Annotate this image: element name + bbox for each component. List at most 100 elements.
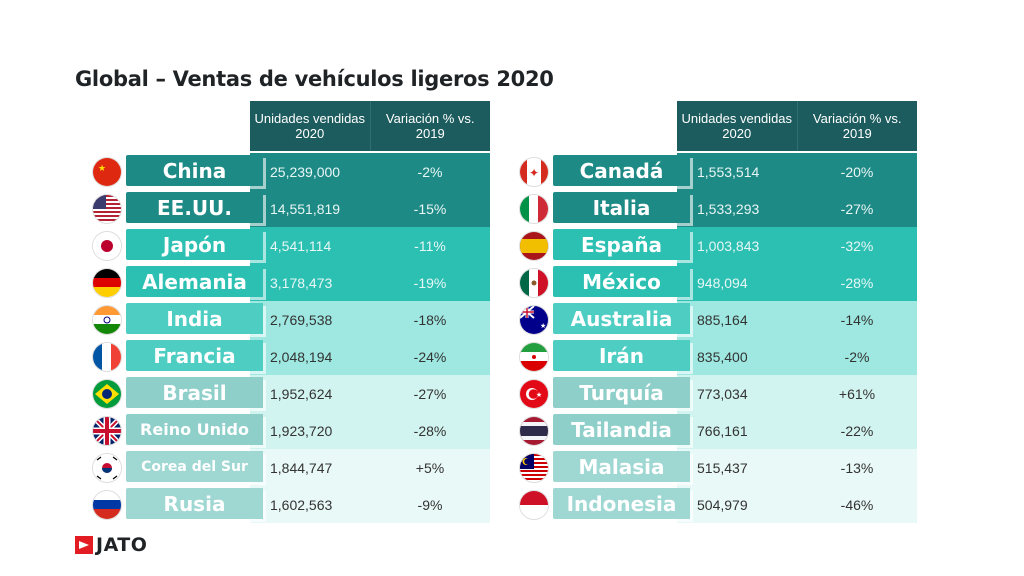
table-row: 4,541,114 -11% Japón <box>93 227 533 264</box>
units-value: 1,844,747 <box>270 459 333 476</box>
page-title: Global – Ventas de vehículos ligeros 202… <box>75 67 554 91</box>
table-row: 773,034 +61% ★ Turquía <box>520 375 960 412</box>
row-values: 3,178,473 -19% <box>250 264 490 301</box>
china-flag-icon: ★ <box>93 158 121 186</box>
variation-value: -19% <box>413 274 447 291</box>
table-header: Unidades vendidas 2020 Variación % vs. 2… <box>250 101 490 151</box>
table-row: 835,400 -2% Irán <box>520 338 960 375</box>
row-values: 1,844,747 +5% <box>250 449 490 486</box>
country-label-malasia: Malasia <box>553 451 690 482</box>
units-value: 1,533,293 <box>697 200 760 217</box>
country-label-francia: Francia <box>126 340 263 371</box>
brazil-flag-icon <box>93 380 121 408</box>
variation-value: -27% <box>413 385 447 402</box>
table-row: 1,844,747 +5% Corea del Sur <box>93 449 533 486</box>
row-values: 4,541,114 -11% <box>250 227 490 264</box>
variation-column-header: Variación % vs. 2019 <box>369 101 491 151</box>
france-flag-icon <box>93 343 121 371</box>
mexico-flag-icon <box>520 269 548 297</box>
country-label-espana: España <box>553 229 690 260</box>
row-values: 766,161 -22% <box>677 412 917 449</box>
units-column-header: Unidades vendidas 2020 <box>681 111 793 141</box>
table-row: 1,553,514 -20% ✦ Canadá <box>520 153 960 190</box>
russia-flag-icon <box>93 491 121 519</box>
variation-value: -20% <box>840 163 874 180</box>
units-value: 2,769,538 <box>270 311 333 328</box>
country-label-tailandia: Tailandia <box>553 414 690 445</box>
india-flag-icon <box>93 306 121 334</box>
row-values: 835,400 -2% <box>677 338 917 375</box>
jato-logo-icon <box>75 536 93 554</box>
units-value: 766,161 <box>697 422 748 439</box>
row-values: 1,003,843 -32% <box>677 227 917 264</box>
variation-value: -22% <box>840 422 874 439</box>
country-label-india: India <box>126 303 263 334</box>
country-label-iran: Irán <box>553 340 690 371</box>
variation-value: -28% <box>840 274 874 291</box>
brand-name: JATO <box>96 534 148 556</box>
variation-value: -13% <box>840 459 874 476</box>
canada-flag-icon: ✦ <box>520 158 548 186</box>
spain-flag-icon <box>520 232 548 260</box>
germany-flag-icon <box>93 269 121 297</box>
country-label-italia: Italia <box>553 192 690 223</box>
table-row: 1,923,720 -28% Reino Unido <box>93 412 533 449</box>
variation-value: -2% <box>417 163 443 180</box>
table-row: 1,533,293 -27% Italia <box>520 190 960 227</box>
variation-value: +61% <box>838 385 876 402</box>
units-value: 515,437 <box>697 459 748 476</box>
variation-value: -27% <box>840 200 874 217</box>
country-label-ee-uu: EE.UU. <box>126 192 263 223</box>
table-header: Unidades vendidas 2020 Variación % vs. 2… <box>677 101 917 151</box>
units-value: 3,178,473 <box>270 274 333 291</box>
row-values: 2,769,538 -18% <box>250 301 490 338</box>
units-value: 1,602,563 <box>270 496 333 513</box>
table-row: 1,602,563 -9% Rusia <box>93 486 533 523</box>
table-row: 766,161 -22% Tailandia <box>520 412 960 449</box>
units-value: 835,400 <box>697 348 748 365</box>
table-row: 3,178,473 -19% Alemania <box>93 264 533 301</box>
country-label-japon: Japón <box>126 229 263 260</box>
units-value: 1,553,514 <box>697 163 760 180</box>
units-value: 885,164 <box>697 311 748 328</box>
variation-value: +5% <box>415 459 445 476</box>
table-row: 14,551,819 -15% EE.UU. <box>93 190 533 227</box>
units-value: 2,048,194 <box>270 348 333 365</box>
row-values: 14,551,819 -15% <box>250 190 490 227</box>
row-values: 773,034 +61% <box>677 375 917 412</box>
variation-value: -32% <box>840 237 874 254</box>
italy-flag-icon <box>520 195 548 223</box>
variation-value: -46% <box>840 496 874 513</box>
table-row: 25,239,000 -2% ★ China <box>93 153 533 190</box>
usa-flag-icon <box>93 195 121 223</box>
country-label-corea-del-sur: Corea del Sur <box>126 451 263 482</box>
units-value: 25,239,000 <box>270 163 341 180</box>
units-value: 948,094 <box>697 274 748 291</box>
jato-logo: JATO <box>75 534 147 556</box>
table-row: 2,769,538 -18% India <box>93 301 533 338</box>
row-values: 504,979 -46% <box>677 486 917 523</box>
variation-value: -24% <box>413 348 447 365</box>
row-values: 25,239,000 -2% <box>250 153 490 190</box>
variation-value: -2% <box>844 348 870 365</box>
table-row: 1,003,843 -32% España <box>520 227 960 264</box>
units-value: 1,923,720 <box>270 422 333 439</box>
variation-value: -11% <box>414 237 446 254</box>
country-label-china: China <box>126 155 263 186</box>
turkey-flag-icon: ★ <box>520 380 548 408</box>
country-label-rusia: Rusia <box>126 488 263 519</box>
japan-flag-icon <box>93 232 121 260</box>
country-label-alemania: Alemania <box>126 266 263 297</box>
australia-flag-icon: ★ <box>520 306 548 334</box>
table-row: 515,437 -13% Malasia <box>520 449 960 486</box>
malaysia-flag-icon <box>520 454 548 482</box>
units-value: 1,003,843 <box>697 237 760 254</box>
row-values: 2,048,194 -24% <box>250 338 490 375</box>
svg-text:★: ★ <box>98 163 106 173</box>
variation-value: -14% <box>840 311 874 328</box>
units-value: 14,551,819 <box>270 200 341 217</box>
uk-flag-icon <box>93 417 121 445</box>
svg-text:★: ★ <box>536 391 542 399</box>
units-value: 4,541,114 <box>270 237 332 254</box>
svg-text:✦: ✦ <box>529 166 539 180</box>
